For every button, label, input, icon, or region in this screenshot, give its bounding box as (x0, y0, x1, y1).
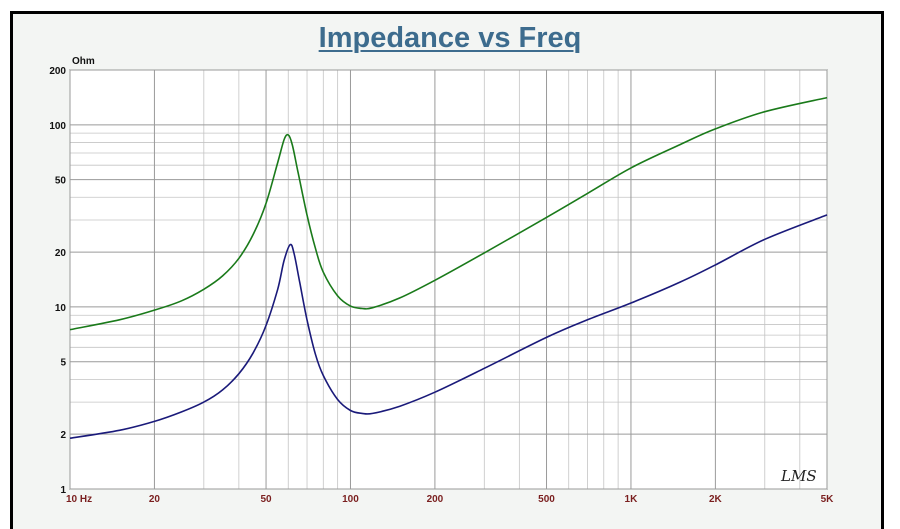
y-tick-label: 20 (55, 248, 67, 259)
chart-title: Impedance vs Freq (318, 22, 582, 54)
x-tick-label: 2K (709, 494, 723, 505)
grid-minor (70, 70, 827, 489)
x-tick-label: 500 (538, 494, 555, 505)
impedance-curve-1 (69, 96, 828, 331)
x-tick-label: 100 (342, 494, 359, 505)
grid-major (69, 69, 828, 490)
y-tick-label: 10 (55, 303, 67, 314)
y-tick-label: 2 (60, 430, 66, 441)
x-tick-label: 1K (625, 494, 639, 505)
y-tick-label: 1 (60, 485, 66, 496)
impedance-curve-2 (69, 214, 828, 439)
y-tick-label: 200 (49, 66, 66, 77)
y-tick-label: 100 (49, 121, 66, 132)
y-tick-label: 50 (55, 176, 67, 187)
y-tick-label: 5 (60, 358, 66, 369)
x-tick-label: 5K (821, 494, 835, 505)
x-tick-label: 50 (260, 494, 272, 505)
y-axis-label: Ohm (72, 56, 95, 67)
watermark-signature: LMS (780, 467, 817, 485)
x-tick-label: 200 (427, 494, 444, 505)
x-tick-labels: 10 Hz 20 50 100 200 500 1K 2K 5K (66, 494, 834, 505)
x-tick-label: 10 Hz (66, 494, 92, 505)
y-tick-labels: 200 100 50 20 10 5 2 1 (49, 66, 66, 496)
series-layer (69, 96, 828, 439)
x-tick-label: 20 (149, 494, 161, 505)
